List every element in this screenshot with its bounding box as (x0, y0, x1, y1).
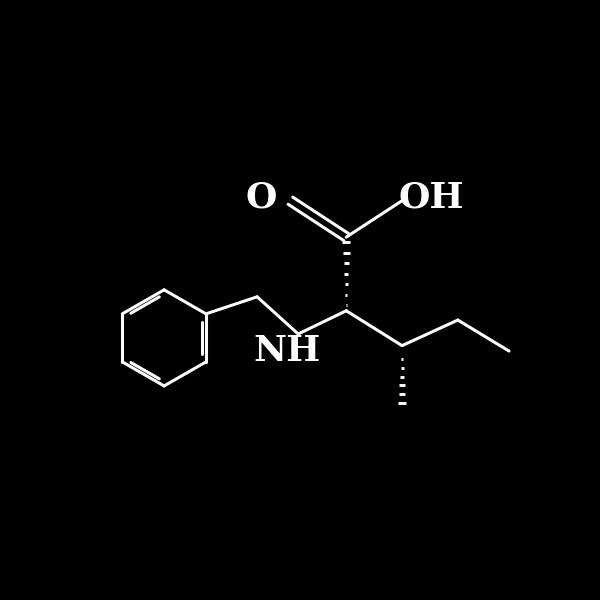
Text: NH: NH (254, 334, 321, 368)
Text: O: O (245, 181, 277, 215)
Text: OH: OH (399, 181, 464, 215)
